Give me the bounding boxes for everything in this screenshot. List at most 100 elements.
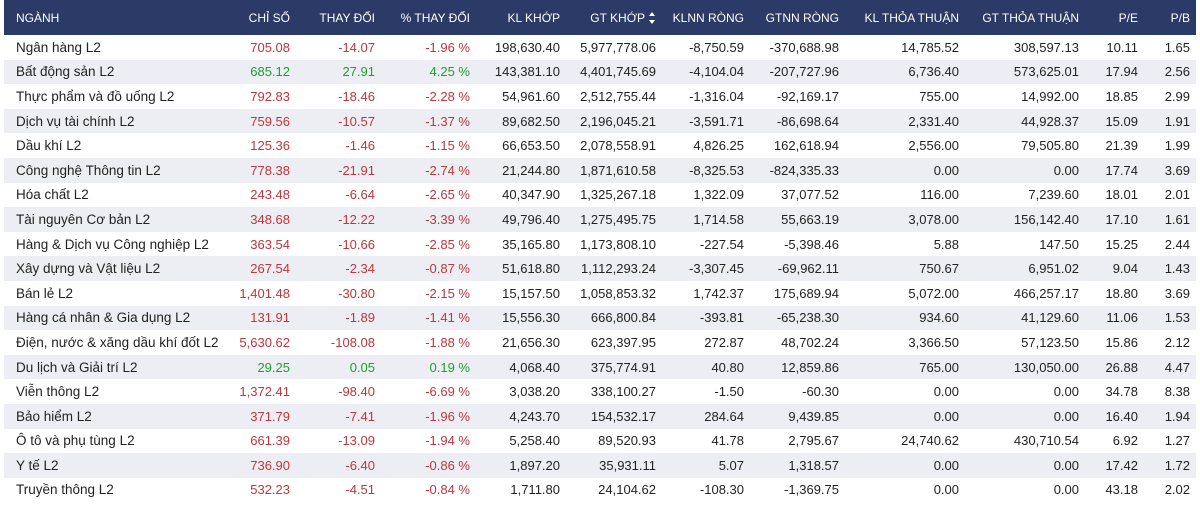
- pb-value: 8.38: [1164, 384, 1190, 400]
- sector-name: Điện, nước & xăng dầu khí đốt L2: [16, 334, 219, 350]
- sector-name: Truyền thông L2: [16, 482, 114, 498]
- negotiated-volume: 5.88: [933, 236, 959, 252]
- foreign-net-value: -92,169.17: [776, 88, 839, 104]
- pe-value: 34.78: [1105, 384, 1138, 400]
- table-row[interactable]: Bảo hiểm L2 371.79 -7.41 -1.96 % 4,243.70 154…: [4, 403, 1196, 429]
- table-row[interactable]: Xây dựng và Vật liệu L2 267.54 -2.34 -0.87 …: [4, 256, 1196, 281]
- table-row[interactable]: Hàng cá nhân & Gia dụng L2 131.91 -1.89 -1.…: [4, 305, 1196, 331]
- matched-volume: 5,258.40: [509, 433, 560, 449]
- change-value: -98.40: [338, 384, 375, 400]
- table-row[interactable]: Dầu khí L2 125.36 -1.46 -1.15 % 66,653.50 2,0…: [4, 133, 1196, 158]
- col-header-foreign-net-value[interactable]: GTNN RÒNG: [765, 10, 839, 25]
- sector-name: Hóa chất L2: [16, 187, 89, 203]
- col-header-matched-volume[interactable]: KL KHỚP: [507, 10, 560, 25]
- table-row[interactable]: Ô tô và phụ tùng L2 661.39 -13.09 -1.94 % 5,…: [4, 428, 1196, 454]
- foreign-net-volume: 1,742.37: [693, 285, 744, 301]
- sort-icon[interactable]: [649, 12, 656, 25]
- negotiated-value: 0.00: [1053, 384, 1079, 400]
- foreign-net-volume: 5.07: [718, 457, 744, 473]
- matched-value: 623,397.95: [590, 334, 656, 350]
- change-value: -30.80: [338, 285, 375, 301]
- pct-change-value: -1.15 %: [425, 138, 470, 154]
- foreign-net-volume: -1,316.04: [689, 88, 744, 104]
- pe-value: 16.40: [1105, 408, 1138, 424]
- negotiated-value: 147.50: [1039, 236, 1079, 252]
- sector-name: Công nghệ Thông tin L2: [16, 162, 161, 178]
- table-row[interactable]: Bán lẻ L2 1,401.48 -30.80 -2.15 % 15,157.50 1…: [4, 280, 1196, 306]
- pb-value: 2.56: [1164, 64, 1190, 80]
- foreign-net-value: 9,439.85: [788, 408, 839, 424]
- matched-value: 154,532.17: [590, 408, 656, 424]
- foreign-net-value: 48,702.24: [781, 334, 839, 350]
- pct-change-value: -1.37 %: [425, 113, 470, 129]
- matched-value: 2,196,045.21: [580, 113, 656, 129]
- table-row[interactable]: Truyền thông L2 532.23 -4.51 -0.84 % 1,711.8…: [4, 477, 1196, 503]
- col-header-foreign-net-volume[interactable]: KLNN RÒNG: [672, 10, 744, 25]
- index-value: 705.08: [250, 39, 290, 55]
- foreign-net-value: -824,335.33: [769, 162, 839, 178]
- pct-change-value: -0.84 %: [425, 482, 470, 498]
- col-header-pe[interactable]: P/E: [1118, 10, 1138, 25]
- pb-value: 2.44: [1164, 236, 1190, 252]
- matched-value: 4,401,745.69: [580, 64, 656, 80]
- matched-volume: 21,244.80: [502, 162, 560, 178]
- col-header-change[interactable]: THAY ĐỔI: [319, 10, 375, 25]
- pb-value: 1.91: [1164, 113, 1190, 129]
- pe-value: 21.39: [1105, 138, 1138, 154]
- table-row[interactable]: Bất động sản L2 685.12 27.91 4.25 % 143,381.…: [4, 59, 1196, 85]
- col-header-sector[interactable]: NGÀNH: [16, 10, 60, 25]
- col-header-matched-value[interactable]: GT KHỚP: [566, 0, 662, 35]
- pb-value: 2.99: [1164, 88, 1190, 104]
- table-row[interactable]: Tài nguyên Cơ bản L2 348.68 -12.22 -3.39 % 4…: [4, 207, 1196, 232]
- table-row[interactable]: Y tế L2 736.90 -6.40 -0.86 % 1,897.20 35,931.…: [4, 453, 1196, 478]
- table-row[interactable]: Ngân hàng L2 705.08 -14.07 -1.96 % 198,630.4…: [4, 35, 1196, 60]
- sector-name: Hàng cá nhân & Gia dụng L2: [16, 310, 191, 326]
- pe-value: 9.04: [1112, 261, 1138, 277]
- matched-volume: 15,157.50: [502, 285, 560, 301]
- foreign-net-volume: -8,750.59: [689, 39, 744, 55]
- negotiated-value: 7,239.60: [1028, 187, 1079, 203]
- matched-value: 24,104.62: [598, 482, 656, 498]
- negotiated-value: 44,928.37: [1021, 113, 1079, 129]
- index-value: 661.39: [250, 433, 290, 449]
- table-row[interactable]: Hàng & Dịch vụ Công nghiệp L2 363.54 -10.6…: [4, 231, 1196, 257]
- table-row[interactable]: Du lịch và Giải trí L2 29.25 0.05 0.19 % 4,0…: [4, 354, 1196, 380]
- col-header-pb[interactable]: P/B: [1170, 10, 1190, 25]
- matched-value: 2,512,755.44: [580, 88, 656, 104]
- index-value: 5,630.62: [239, 334, 290, 350]
- sector-name: Dầu khí L2: [16, 138, 82, 154]
- table-row[interactable]: Hóa chất L2 243.48 -6.64 -2.65 % 40,347.90 1,…: [4, 182, 1196, 208]
- pct-change-value: -2.74 %: [425, 162, 470, 178]
- negotiated-volume: 0.00: [933, 482, 959, 498]
- table-row[interactable]: Dịch vụ tài chính L2 759.56 -10.57 -1.37 % 8…: [4, 108, 1196, 134]
- pb-value: 1.65: [1164, 39, 1190, 55]
- table-row[interactable]: Thực phẩm và đồ uống L2 792.83 -18.46 -2.28…: [4, 84, 1196, 109]
- foreign-net-volume: -4,104.04: [689, 64, 744, 80]
- change-value: -14.07: [338, 39, 375, 55]
- table-row[interactable]: Điện, nước & xăng dầu khí đốt L2 5,630.62…: [4, 330, 1196, 355]
- foreign-net-value: -69,962.11: [777, 261, 839, 277]
- col-header-index[interactable]: CHỈ SỐ: [248, 10, 290, 25]
- col-header-pct-change[interactable]: % THAY ĐỔI: [400, 10, 470, 25]
- index-value: 685.12: [250, 64, 290, 80]
- foreign-net-value: 2,795.67: [788, 433, 839, 449]
- change-value: -10.57: [338, 113, 375, 129]
- matched-volume: 3,038.20: [509, 384, 560, 400]
- index-value: 532.23: [250, 482, 290, 498]
- negotiated-volume: 0.00: [933, 162, 959, 178]
- sector-name: Bất động sản L2: [16, 64, 115, 80]
- table-row[interactable]: Viễn thông L2 1,372.41 -98.40 -6.69 % 3,038.…: [4, 379, 1196, 404]
- change-value: -1.46: [345, 138, 375, 154]
- table-row[interactable]: Công nghệ Thông tin L2 778.38 -21.91 -2.74 …: [4, 157, 1196, 183]
- negotiated-value: 466,257.17: [1013, 285, 1079, 301]
- foreign-net-volume: -8,325.53: [689, 162, 744, 178]
- negotiated-volume: 934.60: [919, 310, 959, 326]
- negotiated-volume: 2,556.00: [908, 138, 959, 154]
- matched-value: 338,100.27: [590, 384, 656, 400]
- pct-change-value: 0.19 %: [429, 359, 470, 375]
- pct-change-value: -0.86 %: [425, 457, 470, 473]
- col-header-negotiated-value[interactable]: GT THỎA THUẬN: [982, 10, 1079, 25]
- negotiated-volume: 750.67: [919, 261, 959, 277]
- col-header-negotiated-volume[interactable]: KL THỎA THUẬN: [864, 10, 959, 25]
- negotiated-volume: 765.00: [919, 359, 959, 375]
